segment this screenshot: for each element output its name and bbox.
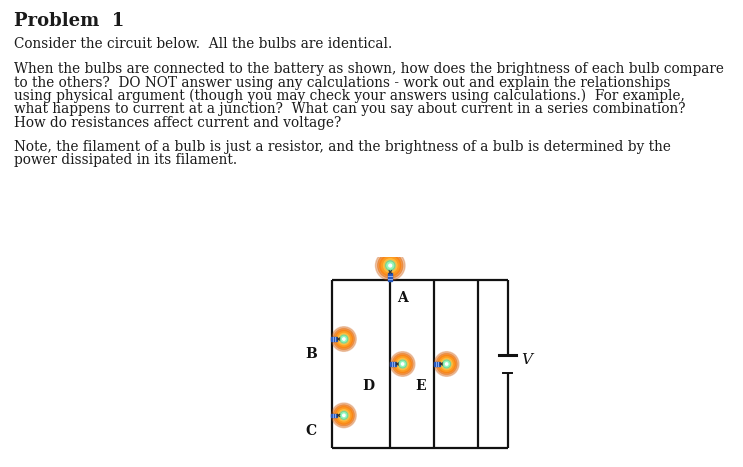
Circle shape [340,335,348,343]
Circle shape [388,263,393,268]
Circle shape [335,406,353,425]
Circle shape [335,330,353,348]
Circle shape [386,261,395,270]
Circle shape [341,413,346,418]
Circle shape [444,361,450,367]
Circle shape [397,358,408,369]
Circle shape [387,262,393,269]
Circle shape [383,259,397,272]
Text: what happens to current at a junction?  What can you say about current in a seri: what happens to current at a junction? W… [14,102,686,116]
Circle shape [343,338,345,340]
Circle shape [446,363,448,365]
Circle shape [441,358,452,369]
Circle shape [443,360,451,368]
Circle shape [444,362,449,366]
Text: Note, the filament of a bulb is just a resistor, and the brightness of a bulb is: Note, the filament of a bulb is just a r… [14,140,671,154]
Text: D: D [363,379,374,393]
Circle shape [380,255,401,276]
Text: A: A [397,290,407,304]
Bar [331,414,337,417]
Circle shape [390,352,415,376]
Circle shape [331,327,356,351]
Circle shape [342,413,346,417]
Circle shape [341,336,347,342]
Text: C: C [305,424,317,438]
Text: Problem  1: Problem 1 [14,12,124,30]
Circle shape [398,360,406,368]
Bar [331,337,337,341]
Circle shape [340,335,348,343]
Circle shape [341,412,347,418]
Circle shape [398,360,406,368]
Circle shape [341,336,346,342]
Text: V: V [521,353,532,367]
Circle shape [444,361,450,367]
Circle shape [334,328,354,350]
Text: E: E [415,379,426,393]
Circle shape [400,362,405,366]
Circle shape [435,352,459,376]
Bar [434,362,440,366]
Circle shape [334,405,354,426]
Text: How do resistances affect current and voltage?: How do resistances affect current and vo… [14,116,341,130]
Circle shape [439,357,454,371]
Bar [388,273,392,281]
Circle shape [389,264,392,267]
Circle shape [438,355,455,373]
Circle shape [401,363,403,365]
Circle shape [375,251,405,280]
Circle shape [400,361,405,367]
Circle shape [377,253,403,278]
Circle shape [387,262,394,269]
Circle shape [340,411,348,419]
Circle shape [337,332,351,347]
Circle shape [342,337,346,341]
Circle shape [338,410,349,421]
Circle shape [381,257,399,274]
Circle shape [337,408,351,423]
Circle shape [436,354,457,375]
Bar [389,362,396,366]
Circle shape [340,411,348,419]
Text: using physical argument (though you may check your answers using calculations.) : using physical argument (though you may … [14,89,685,103]
Circle shape [400,361,406,367]
Text: B: B [305,347,317,361]
Text: Consider the circuit below.  All the bulbs are identical.: Consider the circuit below. All the bulb… [14,37,392,51]
Circle shape [394,355,412,373]
Circle shape [331,403,356,428]
Circle shape [395,357,410,371]
Circle shape [443,360,451,368]
Circle shape [338,333,349,345]
Text: When the bulbs are connected to the battery as shown, how does the brightness of: When the bulbs are connected to the batt… [14,62,724,76]
Text: power dissipated in its filament.: power dissipated in its filament. [14,153,237,167]
Circle shape [386,261,395,270]
Text: to the others?  DO NOT answer using any calculations - work out and explain the : to the others? DO NOT answer using any c… [14,76,670,90]
Circle shape [343,414,345,417]
Circle shape [392,354,413,375]
